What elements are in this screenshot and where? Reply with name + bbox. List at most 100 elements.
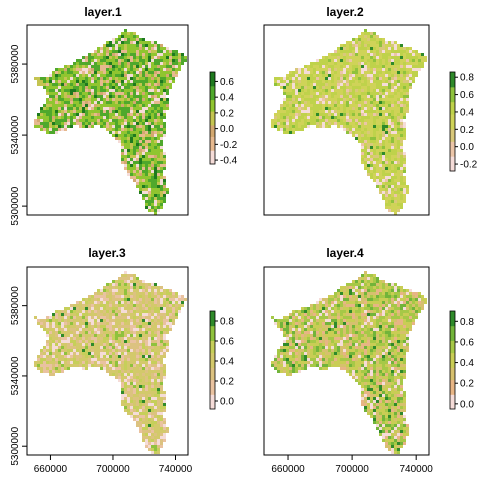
raster-cell: [181, 298, 184, 301]
raster-cell: [154, 289, 157, 292]
raster-cell: [76, 307, 79, 310]
raster-cell: [163, 86, 166, 89]
raster-cell: [133, 155, 136, 158]
raster-cell: [136, 424, 139, 427]
raster-cell: [82, 358, 85, 361]
raster-cell: [124, 41, 127, 44]
raster-cell: [157, 137, 160, 140]
raster-cell: [349, 77, 352, 80]
raster-cell: [52, 373, 55, 376]
raster-cell: [64, 71, 67, 74]
raster-cell: [64, 352, 67, 355]
colorbar-swatch: [210, 85, 215, 89]
raster-cell: [364, 128, 367, 131]
raster-cell: [331, 86, 334, 89]
raster-cell: [154, 316, 157, 319]
raster-cell: [349, 128, 352, 131]
raster-cell: [154, 403, 157, 406]
raster-cell: [277, 80, 280, 83]
raster-cell: [118, 355, 121, 358]
raster-cell: [103, 122, 106, 125]
raster-cell: [382, 77, 385, 80]
raster-cell: [142, 397, 145, 400]
raster-cell: [148, 328, 151, 331]
raster-cell: [346, 101, 349, 104]
raster-cell: [151, 95, 154, 98]
raster-cell: [148, 382, 151, 385]
raster-cell: [148, 134, 151, 137]
raster-cell: [379, 101, 382, 104]
raster-cell: [352, 131, 355, 134]
raster-cell: [139, 176, 142, 179]
raster-cell: [340, 83, 343, 86]
raster-cell: [382, 98, 385, 101]
raster-cell: [388, 83, 391, 86]
raster-cell: [370, 155, 373, 158]
raster-cell: [157, 409, 160, 412]
raster-cell: [169, 86, 172, 89]
raster-cell: [301, 128, 304, 131]
raster-cell: [388, 95, 391, 98]
raster-cell: [157, 134, 160, 137]
raster-cell: [142, 137, 145, 140]
raster-cell: [304, 74, 307, 77]
raster-cell: [406, 95, 409, 98]
raster-cell: [157, 298, 160, 301]
raster-cell: [145, 188, 148, 191]
raster-cell: [352, 38, 355, 41]
raster-cell: [40, 107, 43, 110]
raster-cell: [388, 128, 391, 131]
raster-cell: [325, 298, 328, 301]
raster-cell: [103, 286, 106, 289]
raster-cell: [388, 176, 391, 179]
raster-cell: [295, 116, 298, 119]
raster-cell: [376, 38, 379, 41]
raster-cell: [145, 170, 148, 173]
colorbar-tick-label: 0.4: [460, 107, 474, 118]
raster-cell: [73, 65, 76, 68]
raster-cell: [58, 80, 61, 83]
raster-cell: [55, 83, 58, 86]
colorbar-swatch: [210, 374, 215, 378]
colorbar-swatch: [450, 96, 455, 100]
raster-cell: [310, 119, 313, 122]
raster-cell: [121, 364, 124, 367]
raster-cell: [307, 119, 310, 122]
raster-cell: [283, 98, 286, 101]
raster-cell: [154, 173, 157, 176]
raster-cell: [100, 340, 103, 343]
raster-cell: [358, 286, 361, 289]
raster-cell: [133, 125, 136, 128]
raster-cell: [370, 143, 373, 146]
raster-cell: [145, 331, 148, 334]
raster-cell: [391, 167, 394, 170]
colorbar-swatch: [210, 141, 215, 144]
raster-cell: [376, 301, 379, 304]
raster-cell: [55, 113, 58, 116]
raster-cell: [406, 50, 409, 53]
colorbar-swatch: [210, 328, 215, 332]
raster-cell: [70, 328, 73, 331]
raster-cell: [130, 110, 133, 113]
raster-cell: [136, 325, 139, 328]
raster-cell: [124, 376, 127, 379]
raster-cell: [373, 137, 376, 140]
raster-cell: [316, 71, 319, 74]
raster-cell: [145, 71, 148, 74]
raster-cell: [409, 304, 412, 307]
raster-cell: [151, 194, 154, 197]
raster-cell: [400, 298, 403, 301]
raster-cell: [118, 334, 121, 337]
raster-cell: [121, 367, 124, 370]
raster-cell: [136, 71, 139, 74]
raster-cell: [88, 307, 91, 310]
raster-cell: [403, 164, 406, 167]
raster-cell: [388, 289, 391, 292]
raster-cell: [82, 92, 85, 95]
raster-cell: [358, 92, 361, 95]
raster-cell: [151, 155, 154, 158]
colorbar-swatch: [210, 386, 215, 390]
raster-cell: [151, 310, 154, 313]
raster-cell: [154, 421, 157, 424]
raster-cell: [157, 430, 160, 433]
